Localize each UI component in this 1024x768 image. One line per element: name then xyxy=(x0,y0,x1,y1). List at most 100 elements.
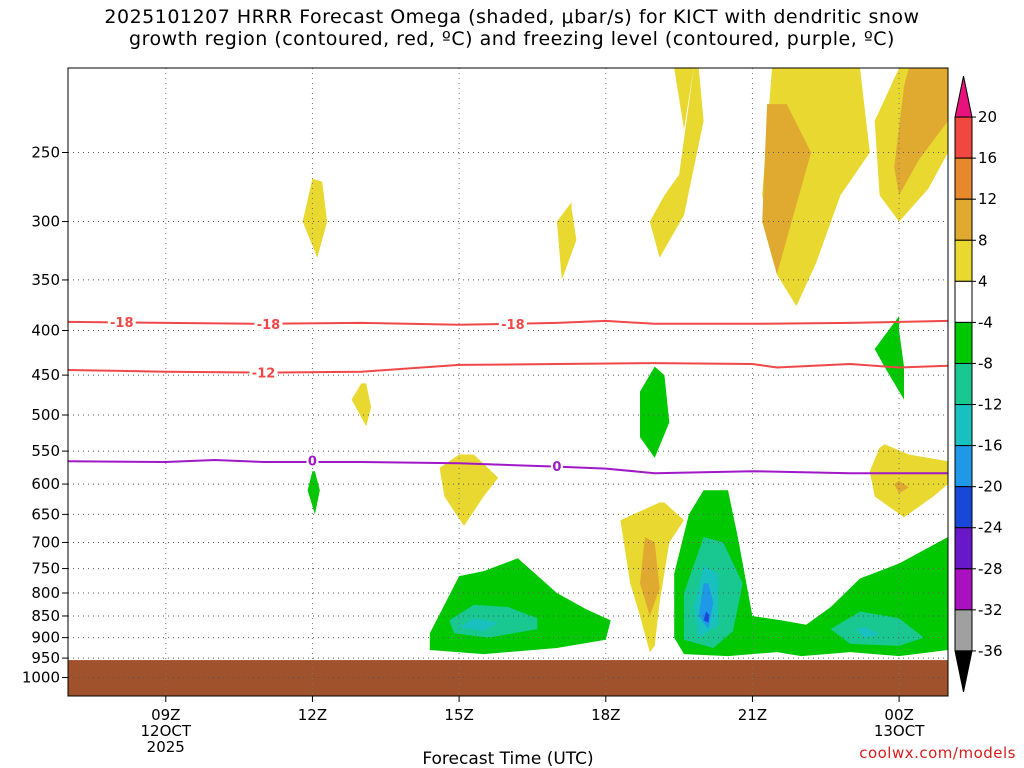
colorbar-label-13: -36 xyxy=(978,642,1003,660)
colorbar-label-2: 12 xyxy=(978,190,997,208)
dgz-minus18-label-bg-2 xyxy=(498,316,527,331)
y-tick-label-750: 750 xyxy=(31,560,60,578)
ground-fill xyxy=(68,660,948,696)
omega-region-16 xyxy=(874,316,904,400)
y-tick-label-550: 550 xyxy=(31,442,60,460)
omega-region-12 xyxy=(640,537,660,616)
colorbar-swatch-11 xyxy=(954,527,973,570)
colorbar-label-8: -16 xyxy=(978,437,1003,455)
x-tick-label-18-0: 18Z xyxy=(591,706,620,724)
colorbar-swatch-10 xyxy=(954,486,973,529)
x-tick-label-12-0: 12Z xyxy=(298,706,327,724)
y-tick-label-450: 450 xyxy=(31,366,60,384)
dgz-minus18-line xyxy=(68,319,948,326)
y-tick-label-850: 850 xyxy=(31,607,60,625)
x-tick-label-9-1: 12OCT xyxy=(141,722,192,740)
x-tick-label-24-1: 13OCT xyxy=(874,722,925,740)
colorbar-swatch-3 xyxy=(954,198,973,241)
x-axis-label: Forecast Time (UTC) xyxy=(422,749,593,768)
colorbar-swatch-1 xyxy=(954,116,973,159)
dgz-minus18-label-bg-1 xyxy=(254,316,283,331)
freezing-level-label-bg-1 xyxy=(550,458,563,473)
colorbar-swatch-4 xyxy=(954,239,973,282)
colorbar-swatch-9 xyxy=(954,445,973,488)
colorbar-swatch-5 xyxy=(954,280,973,323)
y-tick-label-250: 250 xyxy=(31,144,60,162)
omega-region-4 xyxy=(302,178,328,258)
dgz-minus18-label-bg-0 xyxy=(107,314,136,329)
x-tick-label-9-2: 2025 xyxy=(147,738,185,756)
colorbar-swatch-12 xyxy=(954,568,973,611)
y-tick-label-950: 950 xyxy=(31,649,60,667)
omega-region-19 xyxy=(449,604,538,638)
colorbar-label-3: 8 xyxy=(978,231,988,249)
omega-region-8 xyxy=(869,444,948,518)
y-tick-label-350: 350 xyxy=(31,271,60,289)
colorbar-swatch-2 xyxy=(954,157,973,200)
y-tick-label-650: 650 xyxy=(31,505,60,523)
omega-region-25 xyxy=(698,583,714,630)
y-tick-label-900: 900 xyxy=(31,629,60,647)
omega-region-11 xyxy=(894,68,948,196)
y-tick-label-500: 500 xyxy=(31,406,60,424)
y-tick-label-700: 700 xyxy=(31,533,60,551)
colorbar-label-0: 20 xyxy=(978,108,997,126)
freezing-level-line xyxy=(68,458,948,475)
y-tick-label-800: 800 xyxy=(31,584,60,602)
freezing-level-label-bg-0 xyxy=(306,453,319,468)
colorbar-swatch-7 xyxy=(954,362,973,406)
y-axis: 250 300 350 400 450 500 550 600 650 700 750 800 850 9… xyxy=(22,144,68,687)
chart-title: 2025101207 HRRR Forecast Omega (shaded, … xyxy=(0,6,1024,50)
colorbar-cap-top xyxy=(954,75,973,118)
contours: -18 -18 -18 -12 0 0 xyxy=(68,314,948,475)
x-tick-label-15-0: 15Z xyxy=(444,706,473,724)
y-tick-label-400: 400 xyxy=(31,322,60,340)
colorbar-label-10: -24 xyxy=(978,519,1003,537)
colorbar-label-7: -12 xyxy=(978,396,1003,414)
x-tick-label-24-0: 00Z xyxy=(884,706,913,724)
omega-region-18 xyxy=(674,490,948,657)
omega-region-22 xyxy=(459,618,499,632)
omega-region-10 xyxy=(762,104,812,275)
omega-region-26 xyxy=(703,611,710,623)
chart-title-line-1: 2025101207 HRRR Forecast Omega (shaded, … xyxy=(104,6,920,28)
omega-region-1 xyxy=(674,68,694,130)
dgz-minus18-label-0: -18 xyxy=(110,316,134,331)
freezing-level-label-1: 0 xyxy=(552,460,561,475)
site-credit: coolwx.com/models xyxy=(859,744,1016,762)
omega-region-17 xyxy=(429,558,611,655)
colorbar-label-1: 16 xyxy=(978,149,997,167)
omega-shading xyxy=(302,68,948,657)
colorbar-swatch-6 xyxy=(954,321,973,364)
colorbar-label-12: -32 xyxy=(978,601,1003,619)
dgz-minus18-label-1: -18 xyxy=(257,318,281,333)
omega-region-6 xyxy=(351,383,372,427)
dgz-minus12-label-bg-0 xyxy=(249,365,278,380)
freezing-level-label-0: 0 xyxy=(308,455,317,470)
x-tick-label-9-0: 09Z xyxy=(151,706,180,724)
omega-region-5 xyxy=(556,202,577,280)
omega-region-24 xyxy=(855,627,880,638)
colorbar-label-11: -28 xyxy=(978,560,1003,578)
dgz-minus18-label-2: -18 xyxy=(501,318,525,333)
x-tick-label-21-0: 21Z xyxy=(738,706,767,724)
colorbar: 20 16 12 8 4 -4 -8 -12 -16 -20 -24 -28 -32 -36 xyxy=(954,75,1003,693)
y-tick-label-300: 300 xyxy=(31,213,60,231)
omega-region-7 xyxy=(439,454,499,526)
colorbar-label-6: -8 xyxy=(978,354,993,372)
colorbar-label-5: -4 xyxy=(978,313,993,331)
omega-region-13 xyxy=(894,480,909,494)
omega-region-0 xyxy=(649,68,704,258)
omega-region-14 xyxy=(307,471,320,515)
dgz-minus12-label-0: -12 xyxy=(252,367,276,382)
y-tick-label-600: 600 xyxy=(31,475,60,493)
ground-layer xyxy=(68,660,948,696)
colorbar-swatch-13 xyxy=(954,609,973,652)
colorbar-cap-bottom xyxy=(954,650,973,693)
chart-title-line-2: growth region (contoured, red, ºC) and f… xyxy=(129,28,895,50)
colorbar-label-9: -20 xyxy=(978,478,1003,496)
plot-frame xyxy=(67,67,949,697)
omega-region-15 xyxy=(640,366,670,458)
